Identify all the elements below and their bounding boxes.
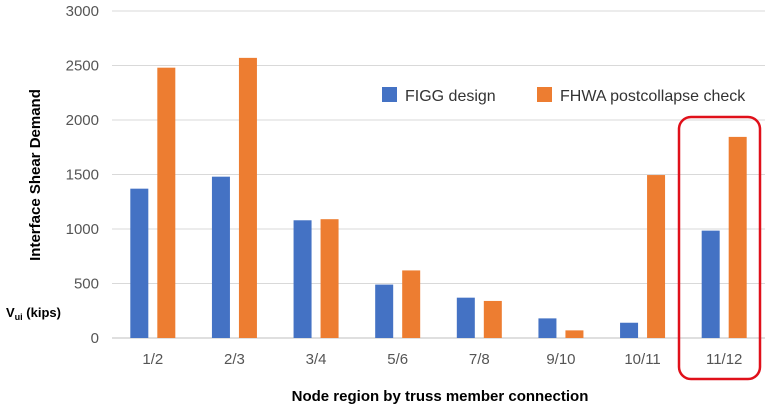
x-tick-label: 10/11 [624, 351, 660, 368]
bar-figg-10-11 [620, 322, 639, 338]
bar-figg-3-4 [293, 220, 312, 338]
y-tick-label: 1500 [66, 167, 99, 184]
legend-swatch-figg [382, 87, 397, 102]
y-tick-label: 500 [74, 276, 99, 293]
bar-fhwa-1-2 [157, 67, 176, 339]
x-axis-ticks: 1/2 2/3 3/4 5/6 7/8 9/10 10/11 11/12 [142, 351, 742, 368]
y-unit-sub: ui [15, 312, 23, 322]
y-axis-title: Interface Shear Demand [27, 89, 44, 261]
bar-figg-5-6 [375, 284, 394, 338]
y-axis-ticks: 0 500 1000 1500 2000 2500 3000 [66, 3, 99, 347]
x-tick-label: 3/4 [306, 351, 327, 368]
bar-fhwa-2-3 [238, 57, 257, 339]
bar-figg-7-8 [456, 297, 475, 338]
y-tick-label: 0 [91, 330, 99, 347]
bar-fhwa-3-4 [320, 219, 339, 338]
bar-fhwa-11-12 [728, 136, 747, 338]
x-tick-label: 2/3 [224, 351, 245, 368]
y-tick-label: 2000 [66, 112, 99, 129]
bar-fhwa-10-11 [647, 175, 666, 338]
bar-fhwa-7-8 [483, 300, 502, 338]
y-unit-main: V [6, 305, 15, 320]
x-axis-title: Node region by truss member connection [292, 388, 589, 405]
bar-figg-1-2 [130, 188, 149, 338]
y-unit-kips: (kips) [23, 305, 61, 320]
y-tick-label: 3000 [66, 3, 99, 20]
highlight-box-11-12 [677, 115, 762, 381]
gridlines [112, 10, 765, 339]
bar-fhwa-5-6 [402, 270, 421, 338]
x-tick-label: 9/10 [546, 351, 575, 368]
legend: FIGG design FHWA postcollapse check [382, 87, 746, 105]
legend-label-fhwa: FHWA postcollapse check [560, 88, 746, 105]
legend-swatch-fhwa [537, 87, 552, 102]
bar-figg-11-12 [701, 230, 720, 338]
bar-fhwa-9-10 [565, 330, 584, 338]
x-tick-label: 5/6 [387, 351, 408, 368]
x-tick-label: 7/8 [469, 351, 490, 368]
legend-label-figg: FIGG design [405, 88, 496, 105]
bars [130, 57, 747, 339]
bar-figg-9-10 [538, 318, 557, 338]
y-tick-label: 2500 [66, 58, 99, 75]
y-tick-label: 1000 [66, 221, 99, 238]
bar-figg-2-3 [211, 176, 230, 338]
x-tick-label: 11/12 [706, 351, 742, 368]
y-axis-unit-label: Vui (kips) [6, 305, 61, 322]
x-tick-label: 1/2 [142, 351, 163, 368]
